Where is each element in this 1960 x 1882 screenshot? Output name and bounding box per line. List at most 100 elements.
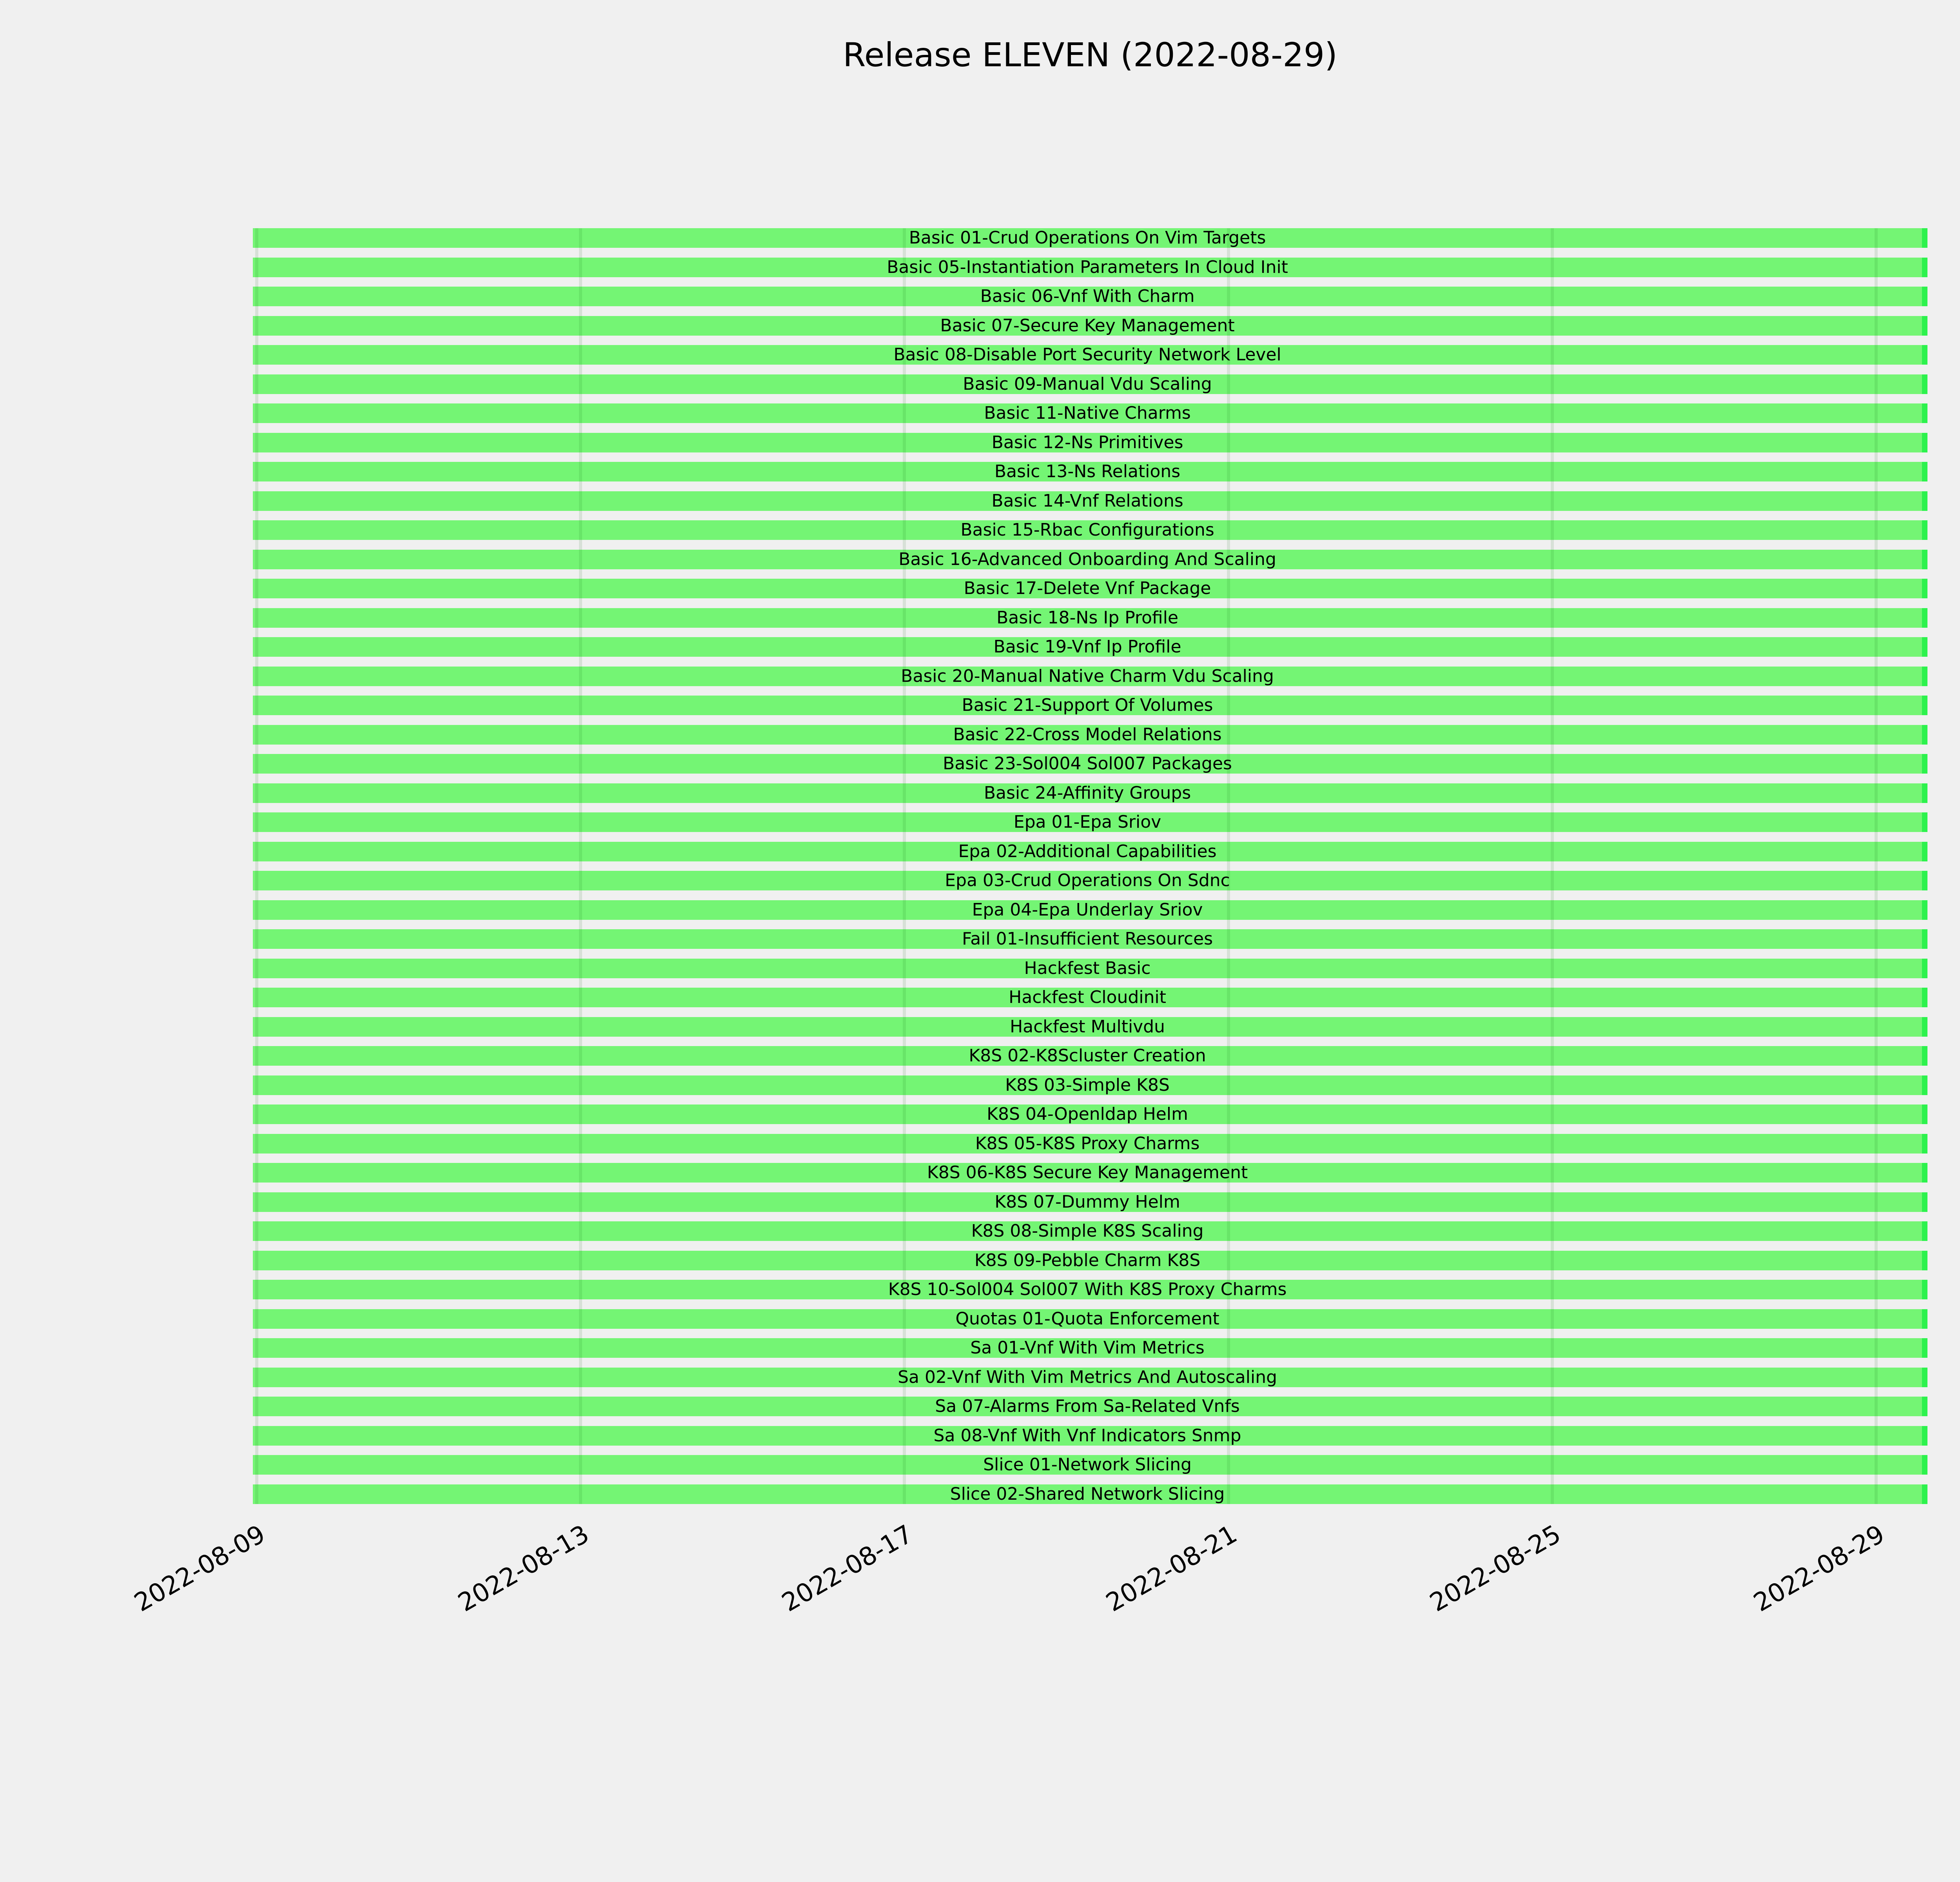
gantt-bar: Basic 07-Secure Key Management — [253, 316, 1927, 336]
gantt-bar-label: Basic 07-Secure Key Management — [940, 316, 1235, 336]
gantt-bar-label: Sa 08-Vnf With Vnf Indicators Snmp — [933, 1426, 1241, 1446]
gantt-bar-label: Epa 02-Additional Capabilities — [958, 841, 1217, 861]
gridline — [579, 228, 582, 1504]
gantt-bar-label: Basic 01-Crud Operations On Vim Targets — [909, 228, 1266, 248]
gantt-bar-label: Basic 15-Rbac Configurations — [960, 520, 1214, 540]
x-tick-label: 2022-08-25 — [1425, 1519, 1566, 1618]
gantt-bar: Sa 01-Vnf With Vim Metrics — [253, 1338, 1927, 1358]
gantt-bar: Basic 24-Affinity Groups — [253, 783, 1927, 803]
x-tick-label: 2022-08-13 — [453, 1519, 594, 1618]
gantt-bar: Basic 08-Disable Port Security Network L… — [253, 345, 1927, 365]
gantt-bar-label: Epa 03-Crud Operations On Sdnc — [945, 870, 1230, 890]
gantt-bar: Quotas 01-Quota Enforcement — [253, 1309, 1927, 1329]
gantt-bar-label: Basic 05-Instantiation Parameters In Clo… — [887, 257, 1288, 277]
gantt-bar-label: Hackfest Basic — [1024, 958, 1151, 978]
gantt-bar: Basic 23-Sol004 Sol007 Packages — [253, 754, 1927, 774]
gantt-bar: Sa 02-Vnf With Vim Metrics And Autoscali… — [253, 1368, 1927, 1387]
gantt-bar-label: K8S 09-Pebble Charm K8S — [974, 1250, 1201, 1270]
x-tick-label: 2022-08-21 — [1101, 1519, 1242, 1618]
gantt-bar: Epa 01-Epa Sriov — [253, 812, 1927, 832]
gantt-bar: Slice 01-Network Slicing — [253, 1455, 1927, 1475]
gantt-bar: Basic 19-Vnf Ip Profile — [253, 637, 1927, 657]
gantt-bar: Epa 02-Additional Capabilities — [253, 842, 1927, 861]
gridline — [903, 228, 906, 1504]
gantt-bar-label: K8S 08-Simple K8S Scaling — [971, 1221, 1204, 1241]
gantt-bar-label: Basic 19-Vnf Ip Profile — [993, 637, 1181, 657]
gantt-bar-label: Sa 02-Vnf With Vim Metrics And Autoscali… — [898, 1367, 1277, 1387]
gantt-bar: Basic 09-Manual Vdu Scaling — [253, 374, 1927, 394]
gantt-bar-label: Hackfest Cloudinit — [1009, 987, 1166, 1007]
gantt-bar: Basic 15-Rbac Configurations — [253, 520, 1927, 540]
gantt-bar-label: Slice 02-Shared Network Slicing — [950, 1484, 1225, 1504]
gantt-bar-label: K8S 07-Dummy Helm — [995, 1192, 1180, 1212]
gantt-bar: Basic 05-Instantiation Parameters In Clo… — [253, 258, 1927, 277]
gantt-bar: Basic 06-Vnf With Charm — [253, 287, 1927, 306]
gantt-bar: Basic 13-Ns Relations — [253, 462, 1927, 481]
x-tick-label: 2022-08-29 — [1749, 1519, 1890, 1618]
gantt-bar: Epa 04-Epa Underlay Sriov — [253, 900, 1927, 920]
plot-area: Basic 01-Crud Operations On Vim Targets B… — [253, 228, 1927, 1504]
x-tick-label: 2022-08-09 — [129, 1519, 270, 1618]
gridline — [255, 228, 258, 1504]
gantt-bar: Epa 03-Crud Operations On Sdnc — [253, 871, 1927, 890]
gantt-bar-label: Basic 06-Vnf With Charm — [980, 286, 1195, 306]
gantt-bar: Basic 21-Support Of Volumes — [253, 696, 1927, 715]
gantt-bar-label: Epa 04-Epa Underlay Sriov — [972, 900, 1203, 920]
gantt-bar-label: Basic 13-Ns Relations — [994, 461, 1181, 481]
gantt-bar-label: K8S 02-K8Scluster Creation — [969, 1046, 1206, 1066]
gantt-bar: Sa 08-Vnf With Vnf Indicators Snmp — [253, 1426, 1927, 1446]
gantt-bar-label: Basic 12-Ns Primitives — [991, 432, 1183, 452]
gantt-bar-label: K8S 06-K8S Secure Key Management — [927, 1163, 1248, 1183]
gantt-bar-label: K8S 10-Sol004 Sol007 With K8S Proxy Char… — [888, 1279, 1287, 1299]
gantt-bar-label: Basic 14-Vnf Relations — [991, 491, 1183, 511]
gantt-bar-label: Basic 21-Support Of Volumes — [962, 695, 1213, 715]
gantt-bar-label: Basic 24-Affinity Groups — [984, 783, 1191, 803]
gantt-bar: K8S 02-K8Scluster Creation — [253, 1046, 1927, 1066]
gantt-bar-label: Fail 01-Insufficient Resources — [962, 929, 1213, 949]
gantt-bar: K8S 03-Simple K8S — [253, 1075, 1927, 1095]
gantt-bar: Fail 01-Insufficient Resources — [253, 929, 1927, 949]
gantt-bar: Hackfest Cloudinit — [253, 988, 1927, 1007]
gantt-bar: Basic 11-Native Charms — [253, 403, 1927, 423]
gantt-bar: K8S 10-Sol004 Sol007 With K8S Proxy Char… — [253, 1280, 1927, 1299]
gantt-bar: Basic 20-Manual Native Charm Vdu Scaling — [253, 667, 1927, 686]
gantt-bar: K8S 05-K8S Proxy Charms — [253, 1134, 1927, 1154]
gantt-bar: Basic 22-Cross Model Relations — [253, 725, 1927, 745]
chart-title: Release ELEVEN (2022-08-29) — [843, 36, 1338, 74]
gantt-bar-label: Basic 23-Sol004 Sol007 Packages — [943, 754, 1232, 774]
gantt-bar-label: Basic 20-Manual Native Charm Vdu Scaling — [901, 666, 1274, 686]
gantt-bar-label: K8S 04-Openldap Helm — [987, 1104, 1188, 1124]
gantt-bar: Sa 07-Alarms From Sa-Related Vnfs — [253, 1397, 1927, 1416]
x-tick-label: 2022-08-17 — [777, 1519, 918, 1618]
gantt-bar: K8S 08-Simple K8S Scaling — [253, 1221, 1927, 1241]
gantt-bar-label: Slice 01-Network Slicing — [983, 1455, 1192, 1475]
gantt-bar: K8S 07-Dummy Helm — [253, 1192, 1927, 1212]
gantt-bar-label: Quotas 01-Quota Enforcement — [955, 1309, 1220, 1329]
gantt-bar-label: Basic 11-Native Charms — [984, 403, 1191, 423]
gantt-bar-label: Basic 08-Disable Port Security Network L… — [893, 345, 1281, 365]
gantt-bar-label: Epa 01-Epa Sriov — [1013, 812, 1161, 832]
gantt-bar: Hackfest Multivdu — [253, 1017, 1927, 1037]
gantt-bar-label: Basic 18-Ns Ip Profile — [996, 608, 1178, 628]
gantt-bar: Basic 17-Delete Vnf Package — [253, 579, 1927, 598]
gantt-bar: K8S 04-Openldap Helm — [253, 1104, 1927, 1124]
gantt-bar: Basic 01-Crud Operations On Vim Targets — [253, 228, 1927, 248]
gridline — [1551, 228, 1554, 1504]
gantt-bar-label: Sa 07-Alarms From Sa-Related Vnfs — [935, 1396, 1240, 1416]
gantt-bar-label: Sa 01-Vnf With Vim Metrics — [970, 1338, 1205, 1358]
gantt-bar: Basic 18-Ns Ip Profile — [253, 608, 1927, 628]
gantt-bar: Slice 02-Shared Network Slicing — [253, 1484, 1927, 1504]
gantt-bar-label: Hackfest Multivdu — [1010, 1017, 1165, 1037]
gantt-bar-label: K8S 05-K8S Proxy Charms — [975, 1134, 1200, 1154]
gantt-bar: K8S 09-Pebble Charm K8S — [253, 1251, 1927, 1270]
gantt-bar-label: Basic 17-Delete Vnf Package — [964, 578, 1211, 598]
gantt-bar: Basic 16-Advanced Onboarding And Scaling — [253, 550, 1927, 569]
gantt-bar: Hackfest Basic — [253, 959, 1927, 978]
gridline — [1875, 228, 1878, 1504]
gridline — [1227, 228, 1230, 1504]
gantt-bar: Basic 14-Vnf Relations — [253, 491, 1927, 511]
gantt-bar: Basic 12-Ns Primitives — [253, 433, 1927, 452]
gantt-bar-label: K8S 03-Simple K8S — [1005, 1075, 1170, 1095]
gantt-bar: K8S 06-K8S Secure Key Management — [253, 1163, 1927, 1183]
